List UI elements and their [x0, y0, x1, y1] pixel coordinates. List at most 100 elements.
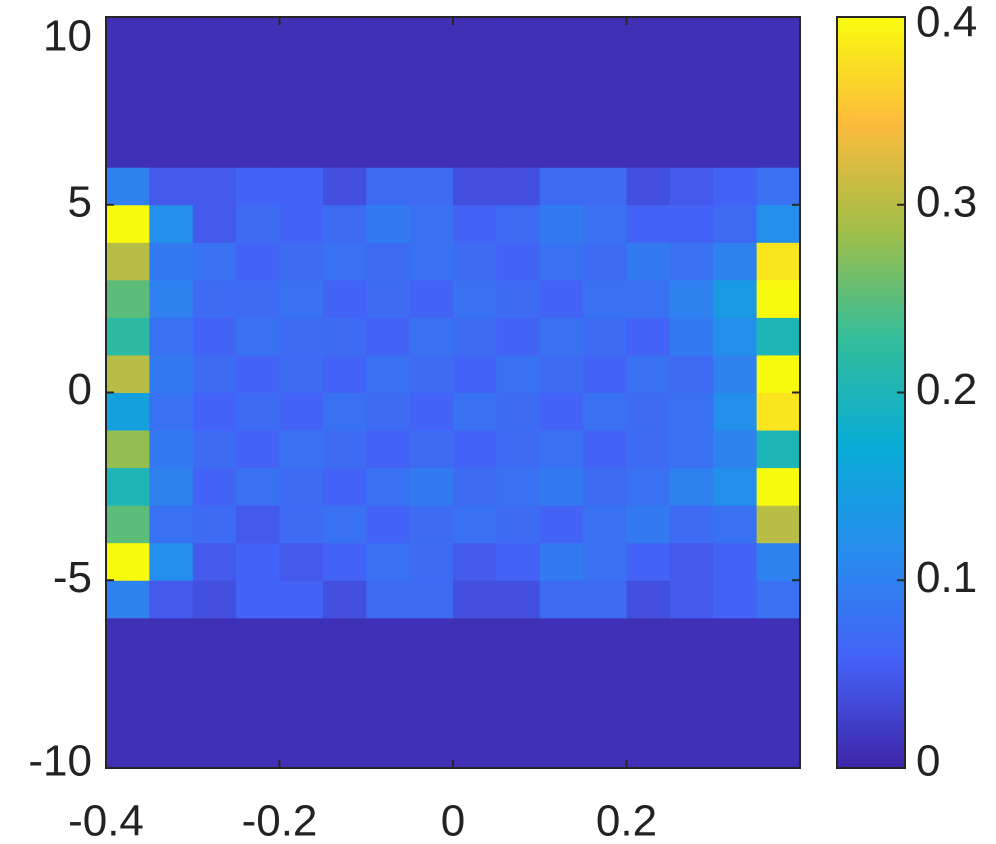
heat-cell	[583, 17, 627, 56]
heat-cell	[496, 430, 541, 469]
heat-cell	[453, 317, 497, 356]
heat-cell	[496, 392, 541, 431]
heat-cell	[149, 242, 194, 281]
heat-cell	[236, 129, 280, 168]
heat-cell	[149, 354, 194, 393]
heat-cell	[669, 467, 714, 506]
heat-cell	[279, 617, 324, 656]
heat-cell	[626, 467, 671, 506]
heat-cell	[496, 167, 541, 206]
heat-cell	[453, 392, 497, 431]
heat-cell	[279, 580, 324, 619]
heat-cell	[583, 129, 627, 168]
heat-cell	[236, 505, 280, 544]
heat-cell	[366, 467, 411, 506]
heat-cell	[756, 392, 801, 431]
heat-cell	[756, 580, 801, 619]
heat-cell	[192, 54, 237, 93]
heat-cell	[236, 317, 280, 356]
heat-cell	[626, 430, 671, 469]
heat-cell	[496, 92, 541, 131]
heat-cell	[669, 204, 714, 243]
heat-cell	[149, 692, 194, 731]
heat-cell	[626, 580, 671, 619]
heat-cell	[279, 204, 324, 243]
heat-cell	[236, 167, 280, 206]
heat-cell	[496, 129, 541, 168]
heat-cell	[496, 617, 541, 656]
heat-cell	[713, 279, 758, 318]
heat-cell	[669, 92, 714, 131]
heat-cell	[626, 692, 671, 731]
heat-cell	[236, 430, 280, 469]
heat-cell	[539, 505, 584, 544]
heat-cell	[583, 730, 627, 769]
heat-cell	[366, 730, 411, 769]
heat-cell	[106, 92, 150, 131]
heat-cell	[409, 354, 454, 393]
heat-cell	[453, 430, 497, 469]
heat-cell	[279, 317, 324, 356]
heat-cell	[453, 580, 497, 619]
heat-cell	[756, 505, 801, 544]
heat-cell	[236, 242, 280, 281]
heat-cell	[756, 92, 801, 131]
heat-cell	[279, 129, 324, 168]
heat-cell	[192, 430, 237, 469]
heat-cell	[409, 730, 454, 769]
heat-cell	[713, 580, 758, 619]
heat-cell	[106, 430, 150, 469]
heat-cell	[409, 542, 454, 581]
heat-cell	[756, 655, 801, 694]
heat-cell	[583, 692, 627, 731]
heat-cell	[106, 317, 150, 356]
heat-cell	[236, 279, 280, 318]
heat-cell	[366, 505, 411, 544]
heat-cell	[496, 242, 541, 281]
heat-cell	[669, 354, 714, 393]
colorbar	[836, 16, 906, 769]
heat-cell	[496, 580, 541, 619]
heat-cell	[106, 242, 150, 281]
heat-cell	[322, 617, 367, 656]
heat-cell	[279, 279, 324, 318]
heat-cell	[669, 129, 714, 168]
heat-cell	[713, 54, 758, 93]
y-tick-label: 0	[68, 365, 92, 414]
heat-cell	[626, 204, 671, 243]
heat-cell	[149, 505, 194, 544]
heat-cell	[583, 655, 627, 694]
heat-cell	[756, 467, 801, 506]
heat-cell	[366, 204, 411, 243]
heat-cell	[409, 692, 454, 731]
heat-cell	[279, 354, 324, 393]
heat-cell	[192, 730, 237, 769]
heat-cell	[192, 242, 237, 281]
heat-cell	[669, 242, 714, 281]
heat-cell	[409, 655, 454, 694]
heat-cell	[409, 279, 454, 318]
heat-cell	[409, 317, 454, 356]
heat-cell	[496, 17, 541, 56]
heat-cell	[236, 92, 280, 131]
heat-cell	[626, 167, 671, 206]
heat-cell	[626, 392, 671, 431]
heat-cell	[496, 730, 541, 769]
heat-cell	[453, 730, 497, 769]
heat-cell	[713, 505, 758, 544]
heat-cell	[279, 467, 324, 506]
heat-cell	[106, 467, 150, 506]
heat-cell	[453, 204, 497, 243]
heat-cell	[409, 167, 454, 206]
heat-cell	[409, 242, 454, 281]
heat-cell	[626, 17, 671, 56]
heat-cell	[539, 54, 584, 93]
heat-cell	[236, 730, 280, 769]
heat-cell	[409, 204, 454, 243]
heat-cell	[453, 242, 497, 281]
heat-cell	[322, 167, 367, 206]
heat-cell	[713, 129, 758, 168]
heat-cell	[626, 505, 671, 544]
heat-cell	[626, 617, 671, 656]
heat-cell	[626, 92, 671, 131]
